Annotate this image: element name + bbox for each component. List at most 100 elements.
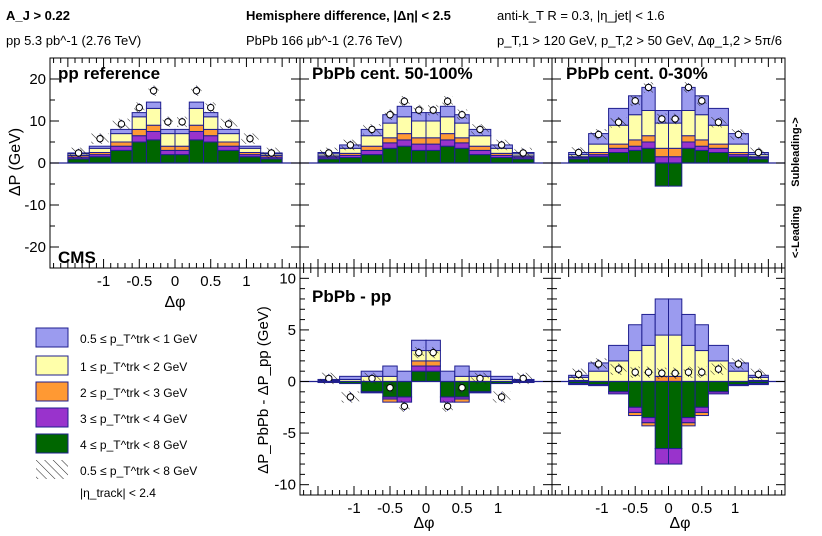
bar-top-left-2-3-bin2 <box>110 141 133 147</box>
bar-top-middle-3-4-bin4 <box>396 139 413 147</box>
bar-top-left-2-3-bin3 <box>131 128 147 137</box>
bar-bottom-right-3-4-bin10 <box>727 384 749 387</box>
data-point-top-right-bin11 <box>754 148 763 157</box>
bar-top-left-3-4-bin2 <box>110 145 133 151</box>
panel-top-left: -20 -10 0 10 20 -1 -0.5 0 0.5 1 <box>24 57 301 290</box>
legend-swatch-yellow <box>35 355 69 376</box>
bar-top-middle-4-8-bin6 <box>425 149 441 164</box>
bar-top-right-2-3-bin8 <box>694 139 709 147</box>
bar-bottom-right-3-4-bin5 <box>654 448 670 465</box>
data-point-top-left-bin6 <box>178 118 186 126</box>
bar-bottom-right-3-4-bin4 <box>641 417 656 424</box>
x-tick-label-bottom-right: -1 <box>595 500 608 517</box>
data-point-top-left-bin10 <box>246 134 254 143</box>
data-point-top-right-bin10 <box>734 130 743 139</box>
bar-bottom-middle-1-2-bin8 <box>454 375 470 383</box>
bar-top-right-1-2-bin9 <box>707 124 729 145</box>
bar-bottom-right-0.5-1-bin5 <box>654 298 670 336</box>
x-tick-label-bottom-right: 0.5 <box>691 500 712 517</box>
bar-top-right-4-8-bin8 <box>694 149 709 164</box>
bar-top-left-3-4-bin5 <box>160 149 176 156</box>
data-point-top-left-bin5 <box>164 118 172 126</box>
bar-top-left-3-4-bin7 <box>188 131 205 141</box>
data-point-bottom-right-bin2 <box>614 365 623 373</box>
y-tick-label-bottom-middle: 0 <box>288 374 296 391</box>
bar-bottom-middle-4-8-bin5 <box>411 370 427 383</box>
bar-bottom-middle-2-3-bin6 <box>425 360 441 367</box>
bar-top-middle-1-2-bin9 <box>468 135 492 147</box>
data-point-top-left-bin4 <box>149 87 158 95</box>
y-tick-label-bottom-middle: -10 <box>274 477 296 494</box>
data-point-bottom-middle-bin11 <box>519 374 527 383</box>
bar-bottom-right-1-2-bin10 <box>727 370 749 383</box>
legend-swatch-purple <box>35 407 69 428</box>
bar-top-middle-0.5-1-bin4 <box>396 105 413 118</box>
x-tick-label-bottom-middle: -1 <box>347 500 360 517</box>
bar-top-right-3-4-bin2 <box>608 147 630 154</box>
data-point-top-right-bin8 <box>698 97 706 105</box>
data-point-bottom-right-bin8 <box>698 368 706 376</box>
bar-top-middle-3-4-bin8 <box>454 142 470 149</box>
bar-top-middle-1-2-bin4 <box>396 116 413 135</box>
subleading-label: Subleading-> <box>790 117 802 186</box>
cms-label: CMS <box>58 248 96 267</box>
legend-label-orange: 2 ≤ p_T^trk < 3 GeV <box>80 386 187 400</box>
bar-top-left-0.5-1-bin3 <box>131 112 147 118</box>
legend-swatch-hatch <box>36 460 68 479</box>
data-point-bottom-right-bin0 <box>574 370 583 378</box>
data-point-top-right-bin3 <box>631 97 639 105</box>
pt-cuts-label: p_T,1 > 120 GeV, p_T,2 > 50 GeV, Δφ_1,2 … <box>497 33 782 48</box>
data-point-top-middle-bin10 <box>497 141 506 149</box>
panel-top-middle <box>299 57 553 269</box>
bar-top-left-0.5-1-bin6 <box>174 128 190 135</box>
bar-bottom-middle-3-4-bin9 <box>468 391 492 394</box>
data-point-top-right-bin4 <box>644 83 653 92</box>
x-tick-label-top-left: -1 <box>97 273 110 290</box>
data-point-bottom-right-bin6 <box>671 369 679 377</box>
bar-top-left-4-8-bin6 <box>174 154 190 164</box>
x-tick-label-bottom-middle: 1 <box>494 500 502 517</box>
data-point-top-middle-bin1 <box>346 141 355 149</box>
bar-top-right-4-8-bin6 <box>668 162 683 187</box>
bar-top-left-2-3-bin7 <box>188 124 205 132</box>
bar-top-left-0.5-1-bin10 <box>238 145 262 149</box>
bar-bottom-right-0.5-1-bin8 <box>694 324 709 352</box>
bar-top-left-3-4-bin6 <box>174 149 190 156</box>
bar-top-middle-2-3-bin9 <box>468 145 492 151</box>
data-point-bottom-middle-bin5 <box>415 348 423 357</box>
data-point-bottom-middle-bin8 <box>458 383 466 392</box>
x-tick-label-top-left: -0.5 <box>126 273 152 290</box>
data-point-bottom-right-bin9 <box>714 365 723 373</box>
bar-bottom-right-0.5-1-bin2 <box>608 344 630 362</box>
bar-top-right-4-8-bin4 <box>641 147 656 164</box>
figure-title: Hemisphere difference, |Δη| < 2.5 <box>246 8 451 23</box>
bar-top-middle-2-3-bin6 <box>425 137 441 145</box>
bottom-y-axis-label: ΔP_PbPb - ΔP_pp (GeV) <box>255 306 272 474</box>
leading-label: <-Leading <box>790 206 802 258</box>
aj-cut-label: A_J > 0.22 <box>6 8 70 23</box>
bar-top-left-1-2-bin8 <box>203 116 219 130</box>
bar-bottom-right-2-3-bin3 <box>628 411 643 417</box>
bar-top-middle-4-8-bin7 <box>439 145 456 164</box>
bar-bottom-middle-0.5-1-bin1 <box>339 375 362 380</box>
bar-top-left-1-2-bin10 <box>238 147 262 154</box>
bar-bottom-right-3-4-bin0 <box>568 383 590 386</box>
data-point-bottom-right-bin3 <box>631 368 639 376</box>
x-tick-label-bottom-middle: 0.5 <box>452 500 473 517</box>
bar-top-left-0.5-1-bin7 <box>188 101 205 109</box>
bar-bottom-right-0.5-1-bin7 <box>681 313 696 346</box>
bar-top-middle-1-2-bin8 <box>454 122 470 139</box>
panel-top-right <box>551 57 786 269</box>
bar-bottom-middle-4-8-bin7 <box>439 381 456 398</box>
bar-bottom-right-0.5-1-bin3 <box>628 324 643 352</box>
x-tick-label-top-left: 1 <box>242 273 250 290</box>
panel-bottom-middle: -10 -5 0 5 10 -1 -0.5 0 0.5 1 <box>274 267 553 517</box>
bar-top-left-0.5-1-bin5 <box>160 128 176 135</box>
data-point-bottom-middle-bin4 <box>400 402 409 410</box>
bar-top-middle-3-4-bin5 <box>411 143 427 151</box>
bar-bottom-right-4-8-bin8 <box>694 381 709 408</box>
eta-track-label: |η_track| < 2.4 <box>80 486 156 500</box>
y-tick-label-bottom-middle: 10 <box>279 270 296 287</box>
data-point-top-middle-bin0 <box>325 149 333 157</box>
